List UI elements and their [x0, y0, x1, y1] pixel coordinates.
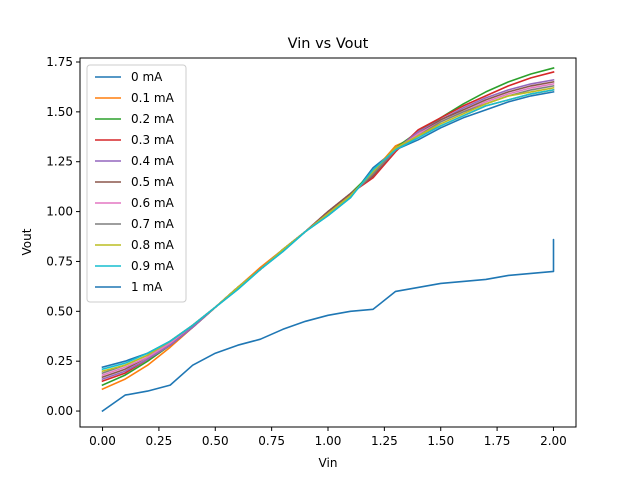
- x-tick-label: 0.00: [89, 434, 116, 448]
- legend-label: 0.4 mA: [131, 154, 175, 168]
- x-tick-label: 1.50: [427, 434, 454, 448]
- legend: 0 mA 0.1 mA 0.2 mA 0.3 mA 0.4 mA 0.5 mA 0.6 mA…: [86, 64, 187, 303]
- y-tick-label: 1.75: [46, 55, 73, 69]
- y-axis: 0.00 0.25 0.50 0.75 1.00 1.25 1.50 1.75: [46, 55, 80, 418]
- x-tick-label: 0.50: [202, 434, 229, 448]
- legend-label: 0.2 mA: [131, 112, 175, 126]
- x-axis-title: Vin: [319, 456, 338, 470]
- legend-label: 0.9 mA: [131, 259, 175, 273]
- legend-label: 0.6 mA: [131, 196, 175, 210]
- x-tick-label: 2.00: [540, 434, 567, 448]
- y-tick-label: 1.50: [46, 105, 73, 119]
- legend-box: [86, 64, 187, 303]
- y-tick-label: 0.25: [46, 354, 73, 368]
- legend-label: 0.1 mA: [131, 91, 175, 105]
- y-tick-label: 1.25: [46, 155, 73, 169]
- x-tick-label: 0.75: [258, 434, 285, 448]
- legend-label: 0 mA: [131, 70, 163, 84]
- y-tick-label: 0.00: [46, 404, 73, 418]
- plot-area: [101, 67, 555, 413]
- x-tick-label: 1.00: [315, 434, 342, 448]
- legend-label: 1 mA: [131, 280, 163, 294]
- series-line-10: [101, 238, 555, 413]
- chart-title: Vin vs Vout: [288, 36, 369, 52]
- x-tick-label: 1.25: [371, 434, 398, 448]
- series-line-9: [101, 88, 555, 371]
- legend-label: 0.3 mA: [131, 133, 175, 147]
- legend-label: 0.7 mA: [131, 217, 175, 231]
- x-tick-label: 0.25: [146, 434, 173, 448]
- y-tick-label: 0.50: [46, 304, 73, 318]
- legend-label: 0.5 mA: [131, 175, 175, 189]
- x-axis: 0.00 0.25 0.50 0.75 1.00 1.25 1.50 1.75 2.00: [89, 427, 567, 448]
- y-tick-label: 0.75: [46, 254, 73, 268]
- y-tick-label: 1.00: [46, 205, 73, 219]
- x-tick-label: 1.75: [484, 434, 511, 448]
- legend-label: 0.8 mA: [131, 238, 175, 252]
- y-axis-title: Vout: [20, 228, 34, 255]
